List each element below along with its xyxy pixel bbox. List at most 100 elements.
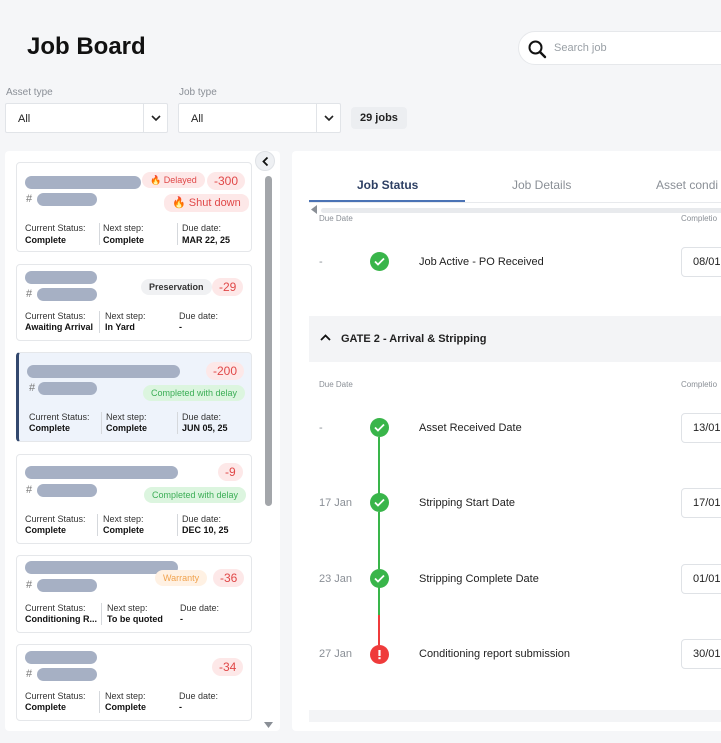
check-circle-icon	[370, 493, 389, 512]
tab-asset-condition[interactable]: Asset condi	[656, 178, 719, 192]
status-label: Current Status:	[25, 223, 86, 233]
chevron-left-icon	[262, 156, 269, 167]
preservation-badge: Preservation	[141, 279, 212, 295]
due-date-column-header: Due Date	[319, 214, 353, 223]
asset-type-select[interactable]: All	[5, 103, 168, 133]
divider	[99, 223, 100, 245]
job-title-redacted	[25, 176, 141, 189]
shut-down-badge: 🔥 Shut down	[164, 194, 249, 212]
search-icon	[528, 40, 547, 59]
job-days-badge: -36	[213, 569, 245, 587]
job-number-redacted	[37, 579, 97, 592]
due-date-label: Due date:	[180, 603, 220, 613]
fire-icon: 🔥	[150, 175, 164, 185]
due-date-label: Due date:	[179, 311, 219, 321]
completion-date-field[interactable]: 13/01	[681, 413, 721, 443]
step-label: Job Active - PO Received	[419, 256, 544, 268]
job-card[interactable]: # Preservation -29 Current Status: Await…	[16, 264, 252, 341]
scroll-left-arrow-icon[interactable]	[311, 205, 318, 214]
job-card[interactable]: # -9 Completed with delay Current Status…	[16, 454, 252, 544]
asset-type-label: Asset type	[6, 87, 53, 98]
job-card[interactable]: # -34 Current Status: Complete Next step…	[16, 644, 252, 721]
job-type-label: Job type	[179, 87, 217, 98]
due-date-label: Due date:	[182, 412, 222, 422]
page-title: Job Board	[27, 33, 146, 60]
job-number-redacted	[37, 484, 97, 497]
due-date-label: Due date:	[182, 514, 222, 524]
due-date-value: MAR 22, 25	[182, 235, 231, 245]
completed-with-delay-badge: Completed with delay	[144, 487, 247, 503]
job-number-redacted	[37, 668, 97, 681]
job-number-prefix: #	[26, 579, 33, 591]
divider	[177, 223, 178, 245]
tab-job-details[interactable]: Job Details	[512, 178, 572, 192]
search-input[interactable]: Search job	[518, 31, 721, 65]
completed-with-delay-badge: Completed with delay	[143, 385, 246, 401]
check-circle-icon	[370, 418, 389, 437]
horizontal-scroll-thumb[interactable]	[321, 208, 721, 213]
status-value: Awaiting Arrival	[25, 322, 94, 332]
job-type-value: All	[191, 113, 204, 125]
chevron-up-icon	[320, 334, 331, 341]
horizontal-scrollbar[interactable]	[309, 204, 721, 215]
step-label: Stripping Start Date	[419, 497, 515, 509]
gate-section-header[interactable]: GATE 2 - Arrival & Stripping	[309, 316, 721, 362]
next-step-label: Next step:	[105, 691, 146, 701]
alert-circle-icon	[370, 645, 389, 664]
job-title-redacted	[25, 651, 97, 664]
divider	[99, 691, 100, 713]
collapse-panel-button[interactable]	[255, 151, 275, 171]
completion-column-header: Completio	[681, 214, 718, 223]
next-step-value: To be quoted	[107, 614, 163, 624]
due-date-value: DEC 10, 25	[182, 525, 229, 535]
job-list-scrollbar[interactable]	[265, 176, 272, 506]
status-label: Current Status:	[25, 691, 86, 701]
gate-title: GATE 2 - Arrival & Stripping	[341, 333, 487, 345]
divider	[101, 412, 102, 434]
step-label: Asset Received Date	[419, 422, 522, 434]
due-date-value: -	[179, 322, 182, 332]
job-card-selected[interactable]: # -200 Completed with delay Current Stat…	[16, 352, 252, 442]
scroll-down-arrow-icon[interactable]	[264, 722, 273, 729]
tab-job-status[interactable]: Job Status	[357, 178, 419, 192]
tab-divider	[309, 202, 721, 203]
due-date-value: -	[319, 256, 323, 268]
job-card[interactable]: # 🔥 Delayed -300 🔥 Shut down Current Sta…	[16, 162, 252, 252]
active-tab-indicator	[309, 200, 465, 202]
status-label: Current Status:	[25, 603, 86, 613]
chevron-down-icon	[143, 104, 167, 132]
step-label: Stripping Complete Date	[419, 573, 539, 585]
next-step-label: Next step:	[106, 412, 147, 422]
divider	[99, 311, 100, 333]
due-date-column-header: Due Date	[319, 380, 353, 389]
due-date-value: 27 Jan	[319, 648, 353, 660]
timeline-connector	[378, 437, 380, 494]
status-label: Current Status:	[29, 412, 90, 422]
divider	[101, 603, 102, 625]
job-number-prefix: #	[26, 193, 33, 205]
next-gate-section-header[interactable]	[309, 710, 721, 722]
timeline-connector	[378, 587, 380, 615]
divider	[177, 412, 178, 434]
jobs-count-badge: 29 jobs	[351, 107, 407, 129]
completion-column-header: Completio	[681, 380, 718, 389]
job-number-redacted	[37, 193, 97, 206]
delayed-badge: 🔥 Delayed	[142, 172, 205, 188]
next-step-value: In Yard	[105, 322, 135, 332]
job-days-badge: -29	[212, 278, 244, 296]
status-value: Complete	[25, 235, 67, 245]
divider	[177, 514, 178, 536]
completion-date-field[interactable]: 30/01	[681, 639, 721, 669]
job-number-prefix: #	[26, 668, 33, 680]
completion-date-field[interactable]: 17/01	[681, 488, 721, 518]
next-step-value: Complete	[106, 423, 148, 433]
job-type-select[interactable]: All	[178, 103, 341, 133]
completion-date-field[interactable]: 01/01	[681, 564, 721, 594]
job-card[interactable]: # Warranty -36 Current Status: Condition…	[16, 555, 252, 633]
job-title-redacted	[25, 466, 178, 479]
completion-date-field[interactable]: 08/01	[681, 247, 721, 277]
status-value: Conditioning R...	[25, 614, 97, 624]
status-value: Complete	[25, 702, 67, 712]
status-value: Complete	[25, 525, 67, 535]
job-number-redacted	[37, 288, 97, 301]
